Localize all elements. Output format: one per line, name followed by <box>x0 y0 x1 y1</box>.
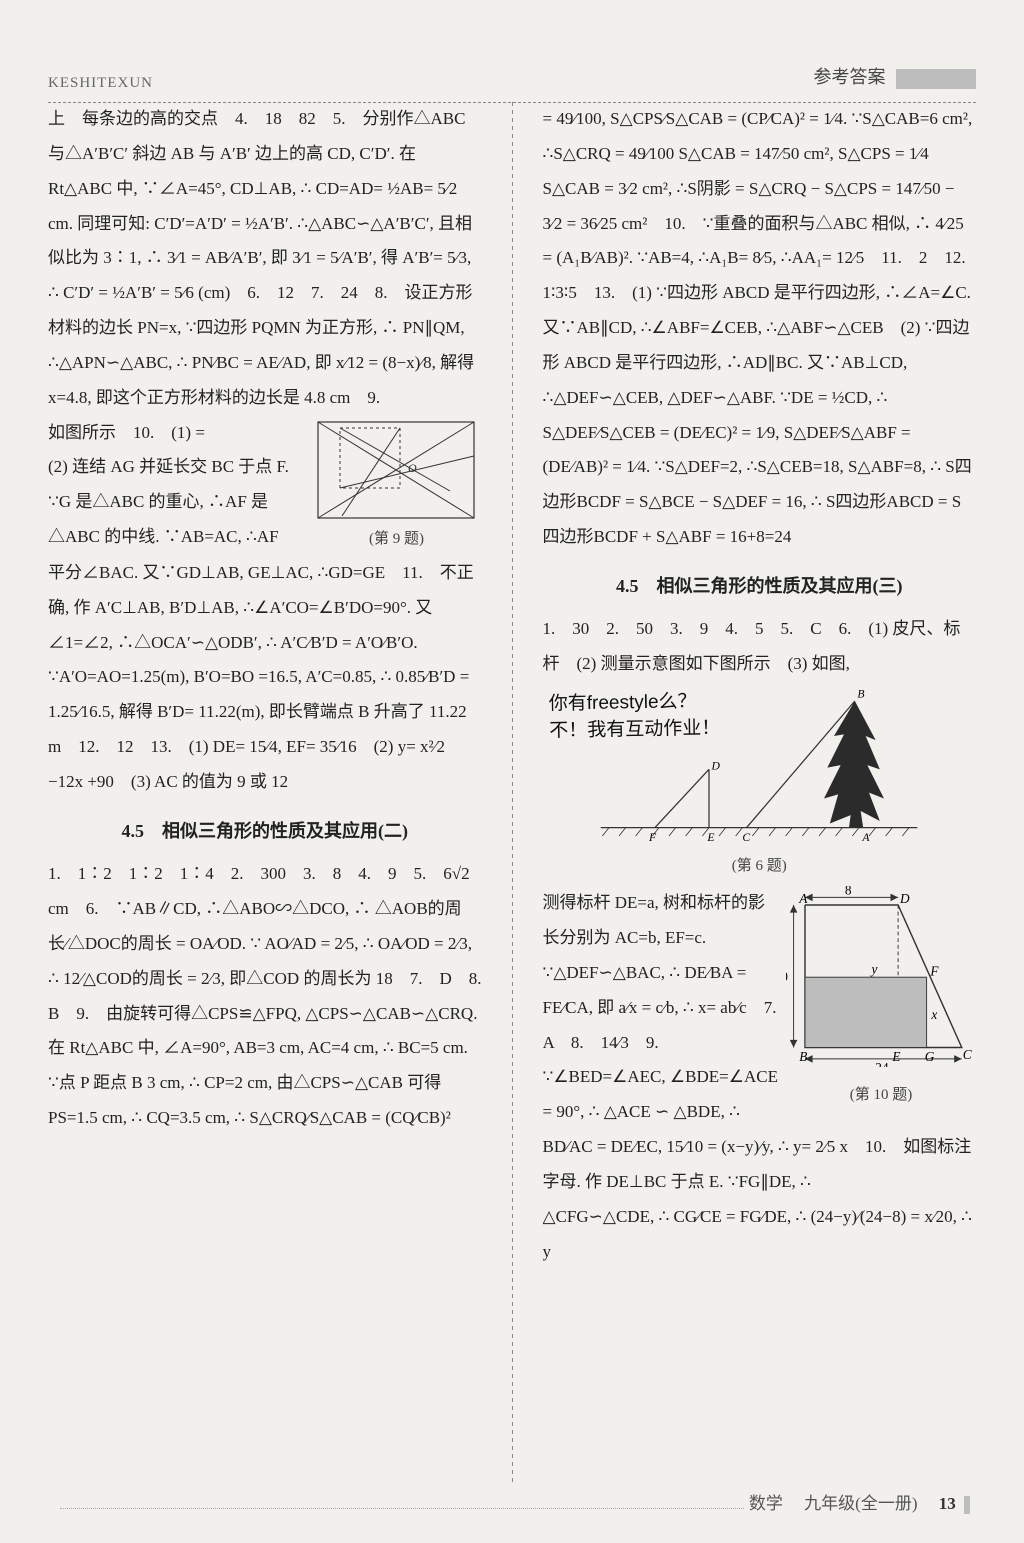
left-para-1: 上 每条边的高的交点 4. 18 82 5. 分别作△ABC 与△A′B′C′ … <box>48 102 482 416</box>
header-grey-block <box>896 69 976 89</box>
svg-text:24: 24 <box>875 1060 889 1066</box>
footer-page-number: 13 <box>939 1494 956 1513</box>
section-4-5-3-title: 4.5 相似三角形的性质及其应用(三) <box>543 571 977 603</box>
figure-q6-container: 你有freestyle么？ 不！我有互动作业！ <box>543 686 977 886</box>
right-para-3: y x 8 20 24 <box>543 886 977 1200</box>
figure-q10-svg: y x 8 20 24 <box>786 886 976 1067</box>
svg-text:B: B <box>799 1049 807 1064</box>
left-para-3: 平分∠BAC. 又∵GD⊥AB, GE⊥AC, ∴GD=GE 11. 不正确, … <box>48 556 482 800</box>
footer-grey-bar <box>964 1496 970 1514</box>
right-column: = 49⁄100, S△CPS⁄S△CAB = (CP⁄CA)² = 1⁄4. … <box>543 102 977 1483</box>
section-4-5-2-title: 4.5 相似三角形的性质及其应用(二) <box>48 816 482 848</box>
right-para-4: △CFG∽△CDE, ∴ CG⁄CE = FG⁄DE, ∴ (24−y)⁄(24… <box>543 1200 977 1270</box>
svg-text:8: 8 <box>845 886 852 898</box>
right-para-1: = 49⁄100, S△CPS⁄S△CAB = (CP⁄CA)² = 1⁄4. … <box>543 102 977 555</box>
svg-text:20: 20 <box>786 969 788 984</box>
svg-text:F: F <box>929 963 939 978</box>
header-right-label: 参考答案 <box>814 67 886 87</box>
left-para-4: 1. 1∶2 1∶2 1∶4 2. 300 3. 8 4. 9 5. 6√2 c… <box>48 857 482 1136</box>
figure-q9-svg: O <box>312 416 482 526</box>
svg-text:O: O <box>408 461 417 475</box>
svg-text:E: E <box>707 831 715 844</box>
svg-text:A: A <box>798 891 808 906</box>
svg-text:G: G <box>925 1049 935 1064</box>
figure-q9-label: (第 9 题) <box>312 526 482 552</box>
header-left: KESHITEXUN <box>48 75 153 91</box>
figure-q9: O (第 9 题) <box>312 416 482 552</box>
footer-subject: 数学 <box>749 1494 783 1513</box>
svg-text:y: y <box>870 962 878 977</box>
svg-text:A: A <box>862 831 871 844</box>
svg-text:D: D <box>899 891 910 906</box>
left-column: 上 每条边的高的交点 4. 18 82 5. 分别作△ABC 与△A′B′C′ … <box>48 102 482 1483</box>
svg-text:C: C <box>743 831 751 844</box>
page-header: KESHITEXUN 参考答案 <box>48 66 976 103</box>
footer-dotted-rule <box>60 1508 744 1509</box>
page-footer: 数学 九年级(全一册) 13 <box>749 1489 970 1519</box>
svg-text:D: D <box>711 759 721 772</box>
svg-text:F: F <box>648 831 657 844</box>
footer-grade: 九年级(全一册) <box>804 1494 917 1513</box>
header-right: 参考答案 <box>814 62 977 94</box>
figure-q10-label: (第 10 题) <box>786 1080 976 1111</box>
handwriting-note: 你有freestyle么？ 不！我有互动作业！ <box>548 689 739 745</box>
svg-text:E: E <box>891 1049 900 1064</box>
column-divider <box>512 102 513 1483</box>
svg-text:C: C <box>963 1047 972 1062</box>
svg-text:x: x <box>930 1007 937 1022</box>
figure-q6-label: (第 6 题) <box>543 853 977 879</box>
right-para-2: 1. 30 2. 50 3. 9 4. 5 5. C 6. (1) 皮尺、标杆 … <box>543 612 977 682</box>
figure-q10: y x 8 20 24 <box>786 886 976 1110</box>
page-columns: 上 每条边的高的交点 4. 18 82 5. 分别作△ABC 与△A′B′C′ … <box>48 102 976 1483</box>
svg-text:B: B <box>858 688 865 701</box>
